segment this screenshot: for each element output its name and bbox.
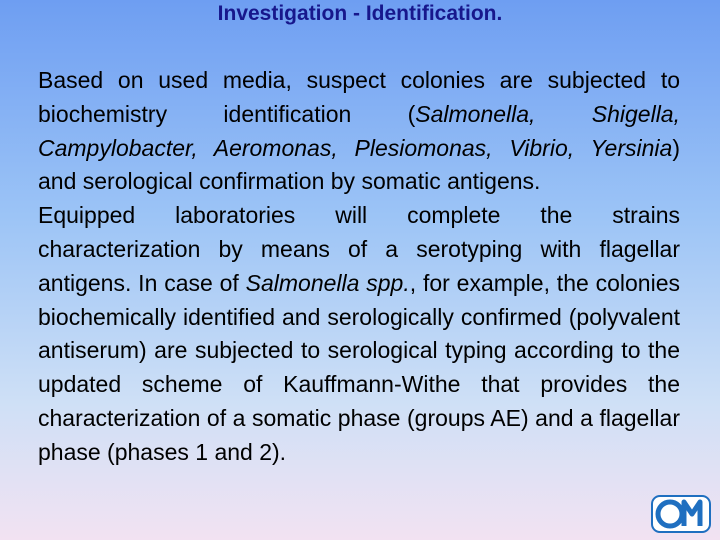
text-run: Equipped laboratories will complete the …: [38, 202, 680, 296]
italic-run: Salmonella, Shigella, Campylobacter, Aer…: [38, 100, 680, 161]
italic-run: Salmonella spp.: [245, 269, 410, 296]
slide-body: Based on used media, suspect colonies ar…: [38, 64, 680, 470]
slide-title: Investigation - Identification.: [217, 2, 503, 25]
text-run: , for example, the colonies biochemicall…: [38, 269, 681, 465]
logo: [651, 495, 711, 533]
paragraph: Based on used media, suspect colonies ar…: [38, 64, 680, 199]
text-run: ) and serological confirmation by somati…: [38, 134, 680, 195]
text-run: Based on used media, suspect colonies ar…: [38, 67, 680, 127]
paragraph: Equipped laboratories will complete the …: [38, 199, 680, 469]
